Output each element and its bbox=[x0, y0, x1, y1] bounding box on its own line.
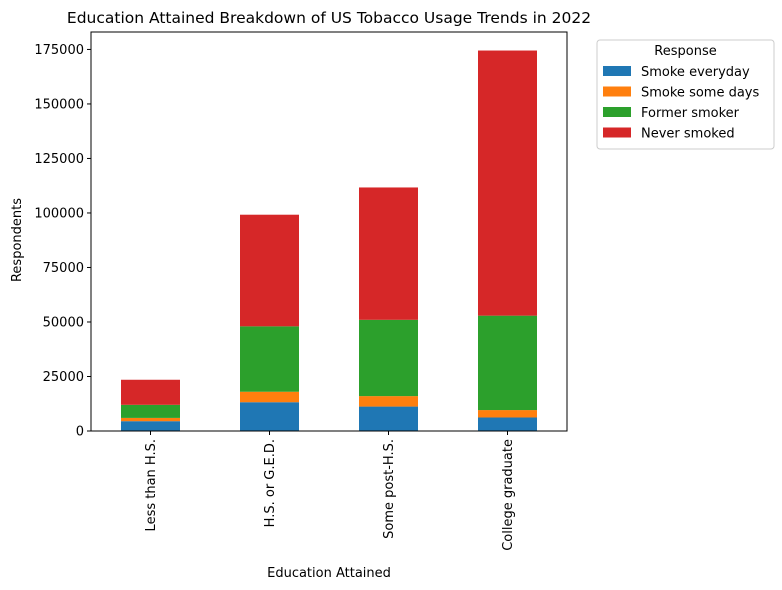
bar-1-3 bbox=[359, 406, 418, 431]
bar-1-1 bbox=[121, 421, 180, 431]
bar-3-2 bbox=[240, 326, 299, 392]
legend-label-1: Smoke everyday bbox=[641, 65, 750, 80]
x-tick-label-2: H.S. or G.E.D. bbox=[263, 439, 278, 527]
bar-1-2 bbox=[240, 402, 299, 431]
x-tick-label-4: College graduate bbox=[501, 439, 516, 551]
legend-swatch-3 bbox=[603, 107, 631, 117]
legend-label-4: Never smoked bbox=[641, 127, 735, 142]
y-axis-label: Respondents bbox=[10, 198, 25, 282]
y-tick-label-6: 125000 bbox=[34, 152, 84, 167]
bar-4-1 bbox=[121, 379, 180, 405]
y-tick-label-1: 0 bbox=[76, 425, 84, 440]
legend-swatch-4 bbox=[603, 127, 631, 138]
legend-title: Response bbox=[654, 44, 716, 59]
chart-title: Education Attained Breakdown of US Tobac… bbox=[67, 9, 591, 27]
x-tick-label-1: Less than H.S. bbox=[144, 439, 159, 531]
y-tick-label-7: 150000 bbox=[34, 97, 84, 112]
bar-2-2 bbox=[240, 391, 299, 403]
legend-label-2: Smoke some days bbox=[641, 86, 759, 101]
legend: Response Smoke everyday Smoke some days For… bbox=[596, 39, 775, 150]
bar-3-4 bbox=[478, 315, 537, 411]
legend-swatch-2 bbox=[603, 86, 631, 97]
plot-frame bbox=[90, 31, 568, 432]
x-tick-label-3: Some post-H.S. bbox=[382, 439, 397, 539]
y-tick-label-3: 50000 bbox=[43, 315, 84, 330]
y-tick-label-8: 175000 bbox=[34, 43, 84, 58]
bar-3-3 bbox=[359, 319, 418, 397]
bar-3-1 bbox=[121, 404, 180, 418]
x-axis-label: Education Attained bbox=[267, 566, 391, 581]
legend-swatch-1 bbox=[603, 66, 631, 76]
y-tick-label-5: 100000 bbox=[34, 206, 84, 221]
x-axis: Less than H.S. H.S. or G.E.D. Some post-H.… bbox=[144, 431, 516, 551]
legend-label-3: Former smoker bbox=[641, 106, 740, 121]
bar-4-2 bbox=[240, 214, 299, 327]
legend-box bbox=[596, 39, 775, 150]
plot-area bbox=[90, 31, 568, 432]
y-axis: 0 25000 50000 75000 100000 125000 150000 175000 bbox=[34, 43, 91, 440]
bar-2-1 bbox=[121, 417, 180, 422]
bar-2-3 bbox=[359, 396, 418, 407]
bar-4-3 bbox=[359, 187, 418, 320]
bar-1-4 bbox=[478, 417, 537, 431]
y-tick-label-4: 75000 bbox=[43, 261, 84, 276]
bar-4-4 bbox=[478, 50, 537, 316]
y-tick-label-2: 25000 bbox=[43, 370, 84, 385]
bar-2-4 bbox=[478, 410, 537, 418]
